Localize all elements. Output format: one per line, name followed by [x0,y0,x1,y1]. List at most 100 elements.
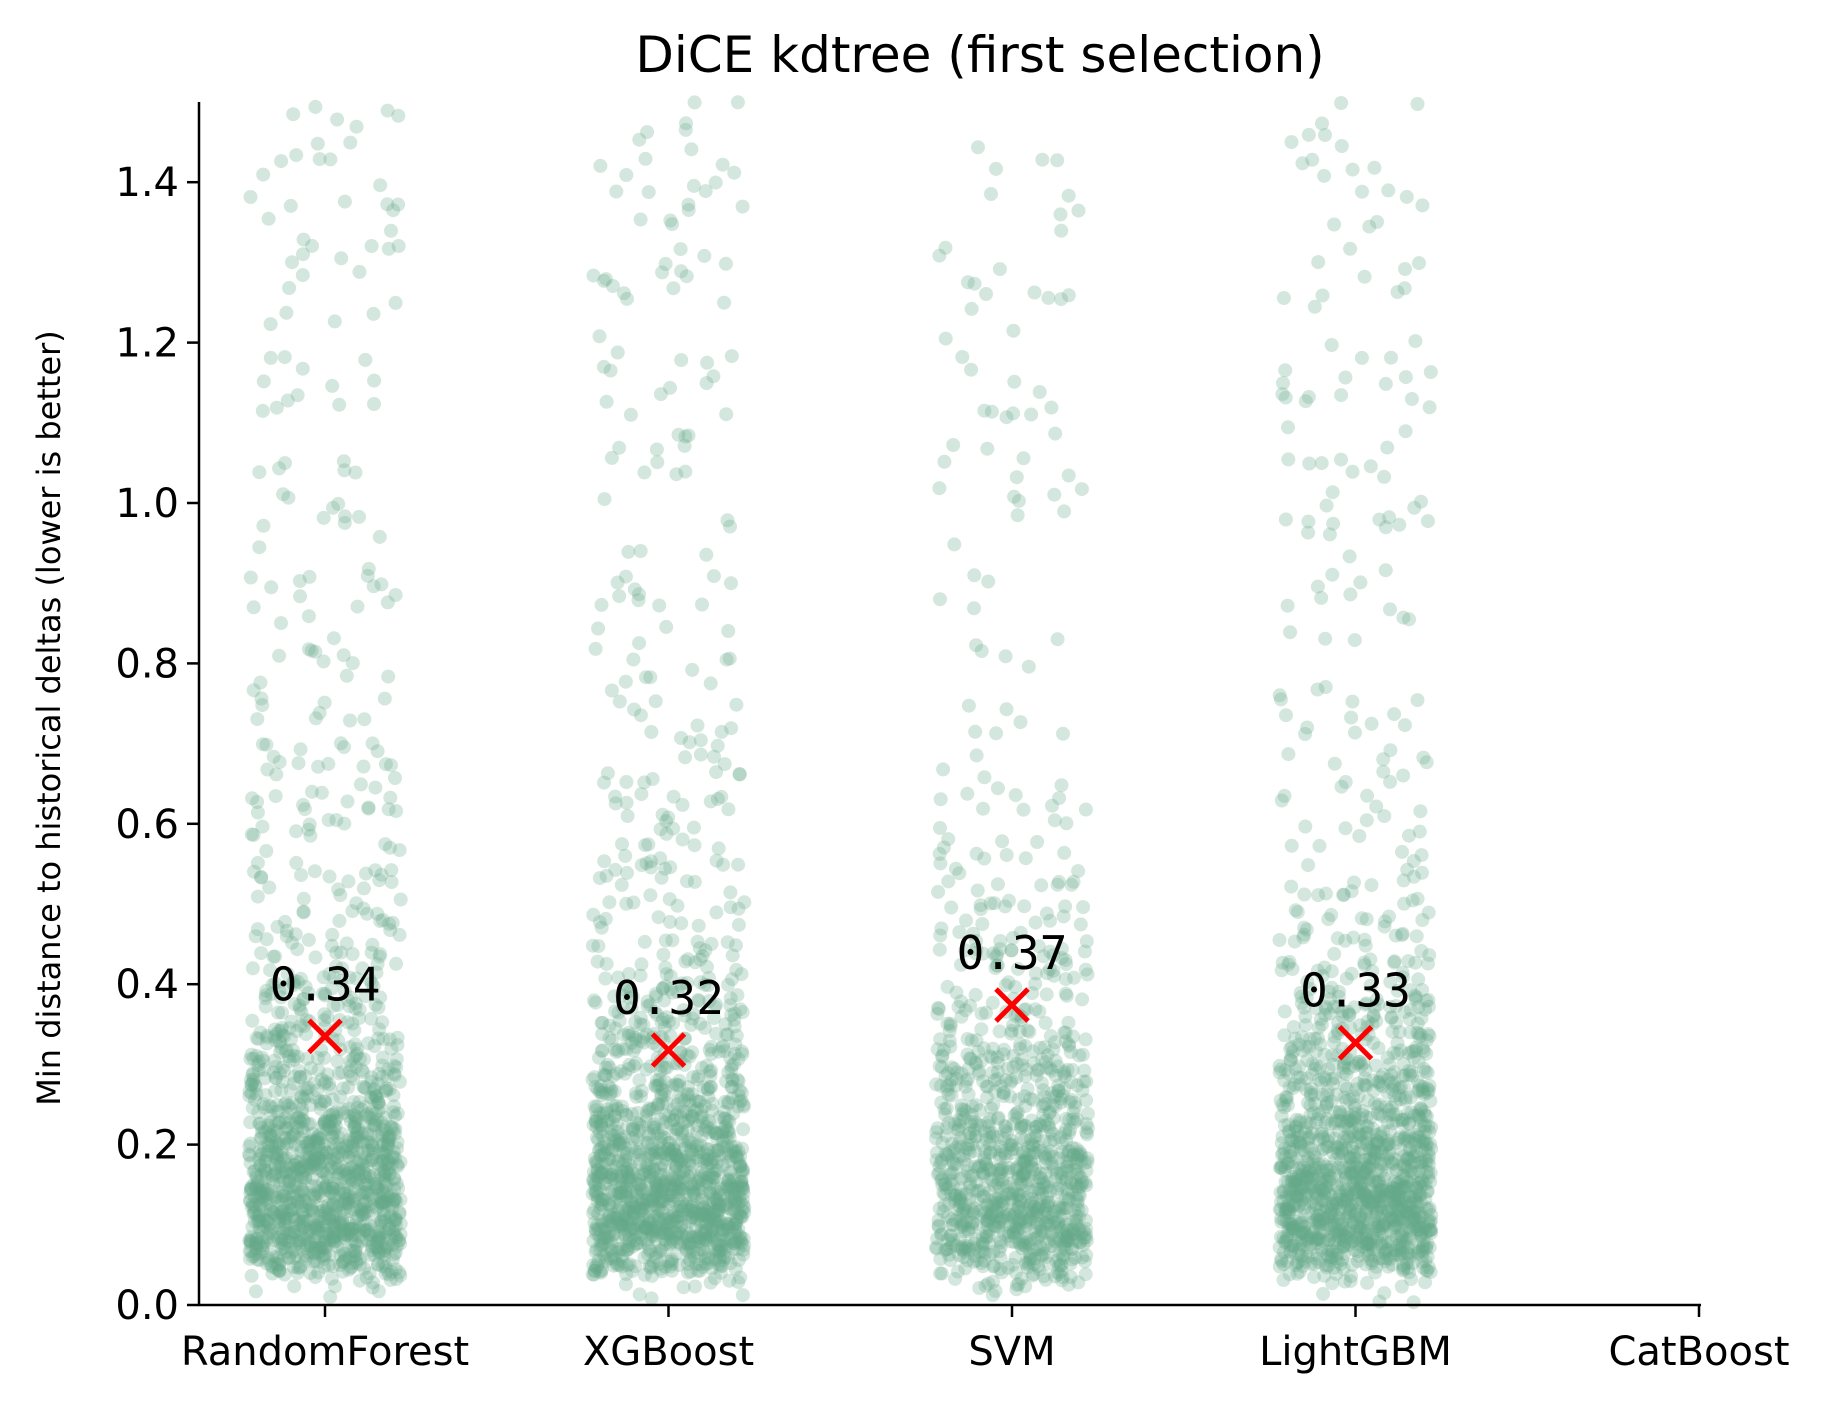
data-point [721,624,736,638]
data-point [658,256,673,271]
data-point [359,1270,374,1285]
data-point [969,748,984,763]
data-point [632,587,646,602]
data-point [1383,602,1397,617]
data-point [381,241,396,256]
data-point [637,934,652,949]
data-point [373,1100,388,1115]
data-point [308,1179,323,1194]
data-point [245,1197,260,1212]
data-point [353,1134,368,1148]
data-point [724,349,739,364]
data-point [984,187,998,201]
data-point [1279,708,1293,723]
data-point [311,1063,326,1078]
data-point [667,1172,682,1187]
data-point [1013,715,1028,730]
data-point [244,1268,259,1283]
data-point [275,1028,290,1043]
data-point [254,869,268,884]
data-point [271,1005,286,1020]
data-point [273,1035,288,1050]
data-point [297,1247,312,1262]
data-point [368,1177,383,1192]
data-point [936,762,951,777]
data-point [320,1122,335,1137]
data-point [341,993,355,1008]
data-point [259,1256,274,1271]
data-point [360,1204,375,1219]
data-point [1051,874,1066,889]
data-point [380,1152,395,1167]
data-point [344,1160,359,1175]
data-point [360,1187,375,1202]
data-point [691,1174,706,1189]
data-point [998,978,1013,993]
data-point [326,1142,341,1157]
data-point [704,1063,719,1078]
data-point [1364,878,1379,893]
data-point [369,1182,384,1196]
data-point [348,1218,362,1233]
data-point [245,1013,260,1028]
data-point [717,1198,732,1213]
data-point [1013,1037,1028,1052]
data-point [1327,217,1342,232]
data-point [961,698,976,713]
data-point [1302,456,1317,471]
data-point [321,813,336,827]
data-point [372,1066,387,1081]
data-point [929,1131,943,1146]
data-point [638,838,653,853]
data-point [1046,1042,1061,1057]
data-point [312,1214,327,1229]
data-point [273,1211,288,1226]
data-point [345,1222,360,1237]
data-point [686,1230,701,1245]
data-point [252,540,267,555]
data-point [736,1122,751,1137]
data-point [359,1194,374,1209]
data-point [245,961,260,976]
data-point [598,971,613,986]
data-point [637,465,652,480]
data-point [274,1193,289,1208]
data-point [350,1100,365,1115]
data-point [388,771,402,785]
data-point [333,1217,348,1232]
data-point [245,1075,260,1090]
data-point [390,1030,405,1045]
data-point [306,1245,321,1260]
data-point [377,1146,392,1161]
data-point [260,1221,275,1235]
data-point [620,1239,635,1254]
data-point [359,1158,374,1173]
data-point [1330,931,1345,946]
data-point [341,1188,356,1203]
data-point [251,1105,266,1120]
data-point [614,877,629,892]
data-point [957,1102,972,1117]
data-point [305,1204,320,1219]
data-point [326,631,341,646]
data-point [339,668,354,683]
data-point [300,1088,315,1103]
data-point [711,841,726,856]
data-point [286,975,300,990]
data-point [330,1170,345,1185]
data-point [356,881,371,896]
data-point [650,1100,665,1115]
data-point [255,1188,269,1203]
data-point [343,1260,358,1275]
data-point [319,1218,334,1233]
data-point [1334,452,1348,467]
data-point [244,1077,259,1092]
data-point [372,1232,387,1247]
data-point [337,740,351,755]
data-point [360,1144,375,1158]
data-point [337,984,352,999]
data-point [308,1270,323,1285]
data-point [292,574,307,588]
data-point [356,901,371,916]
data-point [352,1228,367,1243]
